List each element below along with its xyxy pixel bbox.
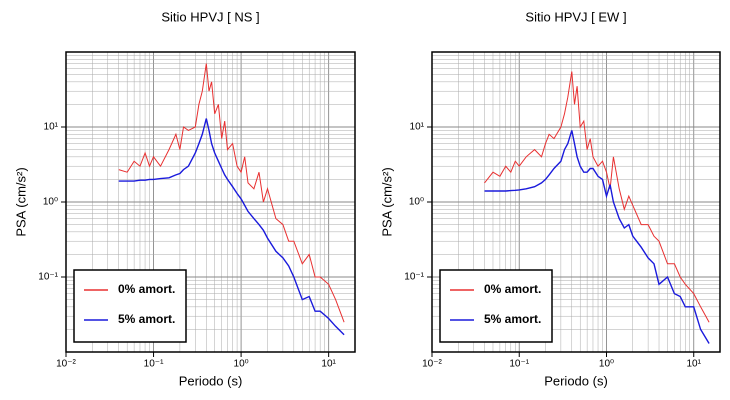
y-tick-label: 10⁻¹ (38, 272, 58, 283)
plot-frame (65, 51, 356, 353)
x-tick-label: 10⁰ (599, 359, 614, 370)
legend-box (73, 269, 187, 343)
x-tick-label: 10¹ (687, 359, 702, 370)
legend-label: 5% amort. (118, 312, 175, 326)
x-tick-label: 10⁻¹ (144, 359, 164, 370)
series-line (484, 71, 710, 323)
x-tick-label: 10¹ (321, 359, 336, 370)
legend-label: 5% amort. (484, 312, 541, 326)
y-tick-label: 10¹ (44, 122, 59, 133)
y-tick-label: 10⁻¹ (404, 272, 424, 283)
x-tick-label: 10⁻² (56, 359, 76, 370)
series-line (484, 130, 710, 344)
x-axis-label: Periodo (s) (544, 373, 608, 388)
y-axis-label: PSA (cm/s²) (13, 167, 28, 236)
x-axis-label: Periodo (s) (179, 373, 243, 388)
legend-label: 0% amort. (484, 282, 541, 296)
legend-label: 0% amort. (118, 282, 175, 296)
x-tick-label: 10⁰ (234, 359, 249, 370)
plot: Sitio HPVJ [ NS ] Periodo (s) PSA (cm/s²) 1… (13, 9, 356, 388)
plot: Sitio HPVJ [ EW ] Periodo (s) PSA (cm/s²) 1… (379, 9, 721, 388)
x-tick-label: 10⁻² (422, 359, 442, 370)
plot-frame (431, 51, 721, 353)
series-line (118, 118, 345, 336)
x-tick-label: 10⁻¹ (509, 359, 529, 370)
y-tick-label: 10¹ (410, 122, 425, 133)
chart-title: Sitio HPVJ [ NS ] (161, 9, 259, 24)
legend-box (439, 269, 553, 343)
chart-title: Sitio HPVJ [ EW ] (525, 9, 626, 24)
y-axis-label: PSA (cm/s²) (379, 167, 394, 236)
series-line (118, 63, 345, 323)
y-tick-label: 10⁰ (43, 197, 58, 208)
y-tick-label: 10⁰ (409, 197, 424, 208)
